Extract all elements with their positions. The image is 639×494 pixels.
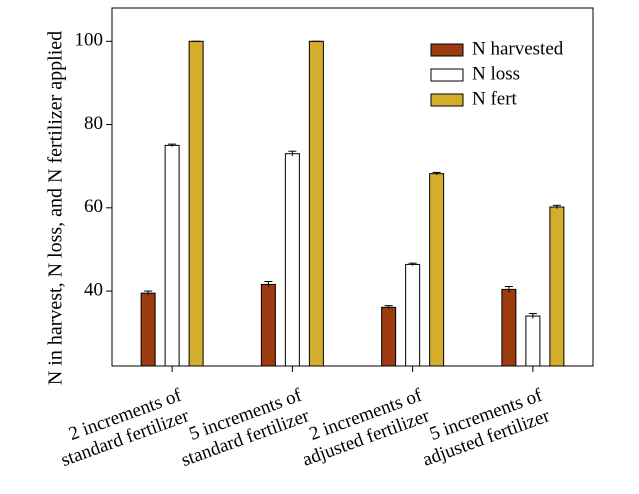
bar-n-fert-1 — [188, 40, 204, 367]
legend-label-n-harvested: N harvested — [472, 38, 564, 59]
error-bars-layer — [144, 40, 561, 319]
bars-layer — [140, 40, 565, 367]
x-category-label-1: 2 increments ofstandard fertilizer — [51, 385, 193, 472]
bar-n-fert-4 — [549, 206, 565, 367]
bar-n-fert-2 — [308, 40, 324, 367]
y-axis-title: N in harvest, N loss, and N fertilizer a… — [45, 31, 67, 385]
y-tick-label: 80 — [84, 113, 103, 134]
legend-label-n-loss: N loss — [472, 63, 520, 84]
bar-n-loss-3 — [405, 263, 421, 367]
legend-swatch-n-harvested — [430, 43, 464, 57]
x-category-label-4: 5 increments ofadjusted fertilizer — [412, 385, 553, 471]
legend-swatch-n-loss — [430, 68, 464, 82]
y-tick-label: 40 — [84, 279, 103, 300]
bar-n-loss-1 — [164, 144, 180, 367]
x-category-label-3: 2 increments ofadjusted fertilizer — [292, 385, 433, 471]
y-axis: 40 60 80 100 — [75, 30, 112, 300]
x-category-label-2: 5 increments ofstandard fertilizer — [171, 385, 313, 472]
bar-n-loss-2 — [284, 153, 300, 367]
legend-swatch-n-fert — [430, 93, 464, 107]
legend: N harvested N loss N fert — [430, 38, 564, 109]
bar-n-loss-4 — [525, 315, 541, 367]
bar-n-harvested-1 — [140, 292, 156, 367]
y-tick-label: 100 — [75, 30, 104, 51]
bar-n-harvested-4 — [501, 288, 517, 367]
legend-label-n-fert: N fert — [472, 88, 518, 109]
bar-n-fert-3 — [429, 173, 445, 367]
bar-n-harvested-2 — [260, 283, 276, 367]
y-tick-label: 60 — [84, 196, 103, 217]
plot-frame — [111, 7, 594, 367]
bar-n-harvested-3 — [381, 306, 397, 367]
